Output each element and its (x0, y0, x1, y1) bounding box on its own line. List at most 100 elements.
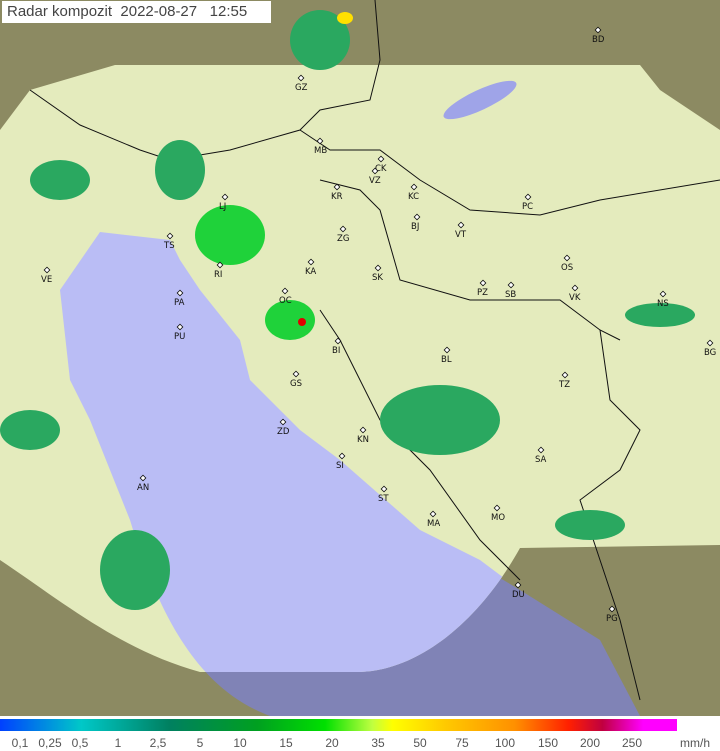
city-label: SA (535, 455, 547, 465)
city-ns: NS (657, 290, 669, 309)
city-marker-icon (43, 266, 51, 274)
city-an: AN (137, 474, 149, 493)
city-label: RI (214, 270, 222, 280)
city-label: BD (592, 35, 605, 45)
city-sk: SK (372, 264, 383, 283)
city-marker-icon (608, 605, 616, 613)
city-marker-icon (457, 221, 465, 229)
city-marker-icon (659, 290, 667, 298)
city-marker-icon (514, 581, 522, 589)
legend-tick: 75 (455, 736, 469, 750)
city-label: PA (174, 298, 185, 308)
city-kc: KC (408, 183, 419, 202)
city-marker-icon (279, 418, 287, 426)
city-marker-icon (281, 287, 289, 295)
legend-tick: 200 (579, 736, 601, 750)
city-bj: BJ (411, 213, 421, 232)
city-label: TZ (558, 380, 570, 390)
city-marker-icon (507, 281, 515, 289)
city-label: KR (331, 192, 343, 202)
legend-tick: 10 (233, 736, 247, 750)
legend-tick: 0,1 (11, 736, 29, 750)
city-marker-icon (380, 485, 388, 493)
city-gz: GZ (295, 74, 308, 93)
city-zd: ZD (277, 418, 290, 437)
city-os: OS (561, 254, 573, 273)
city-vk: VK (569, 284, 581, 303)
city-pc: PC (522, 193, 533, 212)
city-marker-icon (139, 474, 147, 482)
city-marker-icon (339, 225, 347, 233)
city-kn: KN (357, 426, 369, 445)
city-marker-icon (176, 289, 184, 297)
legend-tick: 250 (621, 736, 643, 750)
legend-tick: 0,25 (38, 736, 62, 750)
city-sb: SB (505, 281, 516, 300)
title-date: 2022-08-27 (120, 3, 198, 20)
city-label: NS (657, 299, 669, 309)
legend-tick: 100 (494, 736, 516, 750)
city-mo: MO (491, 504, 505, 523)
city-marker-icon (479, 279, 487, 287)
city-label: KN (357, 435, 369, 445)
city-marker-icon (292, 370, 300, 378)
city-bi: BI (332, 337, 342, 356)
city-marker-icon (216, 261, 224, 269)
city-marker-icon (359, 426, 367, 434)
city-ts: TS (163, 232, 175, 251)
legend-tick: 150 (537, 736, 559, 750)
city-label: VZ (369, 176, 381, 186)
city-marker-icon (221, 193, 229, 201)
city-pg: PG (606, 605, 618, 624)
city-marker-icon (334, 337, 342, 345)
legend-tick: 0,5 (71, 736, 89, 750)
city-vz: VZ (369, 167, 381, 186)
city-label: PC (522, 202, 533, 212)
city-marker-icon (524, 193, 532, 201)
city-label: LJ (219, 202, 226, 212)
city-label: ZG (337, 234, 349, 244)
city-label: VE (41, 275, 52, 285)
city-label: PG (606, 614, 618, 624)
city-label: ZD (277, 427, 290, 437)
city-marker-icon (371, 167, 379, 175)
city-label: BL (441, 355, 452, 365)
city-label: GZ (295, 83, 308, 93)
city-pz: PZ (477, 279, 488, 298)
city-marker-icon (410, 183, 418, 191)
legend-tick: 2,5 (149, 736, 167, 750)
precipitation-color-scale (0, 719, 677, 731)
city-marker-icon (443, 346, 451, 354)
city-pa: PA (174, 289, 185, 308)
city-lj: LJ (219, 193, 229, 212)
city-label: SB (505, 290, 516, 300)
city-ck: CK (375, 155, 387, 174)
city-label: PZ (477, 288, 488, 298)
city-ri: RI (214, 261, 224, 280)
legend-tick: 1 (114, 736, 122, 750)
city-label: MO (491, 513, 505, 523)
city-marker-icon (429, 510, 437, 518)
city-label: BJ (411, 222, 419, 232)
city-label: GS (290, 379, 302, 389)
legend-tick: 35 (371, 736, 385, 750)
city-bl: BL (441, 346, 452, 365)
city-markers: BD GZ MB CK VZ KR KC PC LJ BJ VT ZG TS OS VE RI KA SK PA PZ… (41, 26, 716, 624)
city-pu: PU (174, 323, 185, 342)
city-marker-icon (706, 339, 714, 347)
city-si: SI (336, 452, 346, 471)
city-label: OC (279, 296, 292, 306)
city-du: DU (512, 581, 525, 600)
radar-map[interactable]: BD GZ MB CK VZ KR KC PC LJ BJ VT ZG TS OS VE RI KA SK PA PZ… (0, 0, 720, 716)
city-marker-icon (166, 232, 174, 240)
city-ma: MA (427, 510, 440, 529)
city-marker-icon (333, 183, 341, 191)
city-marker-icon (563, 254, 571, 262)
city-label: VK (569, 293, 581, 303)
city-label: DU (512, 590, 525, 600)
city-gs: GS (290, 370, 302, 389)
city-st: ST (378, 485, 389, 504)
city-label: MA (427, 519, 440, 529)
city-vt: VT (455, 221, 467, 240)
lake-balaton (443, 80, 517, 120)
